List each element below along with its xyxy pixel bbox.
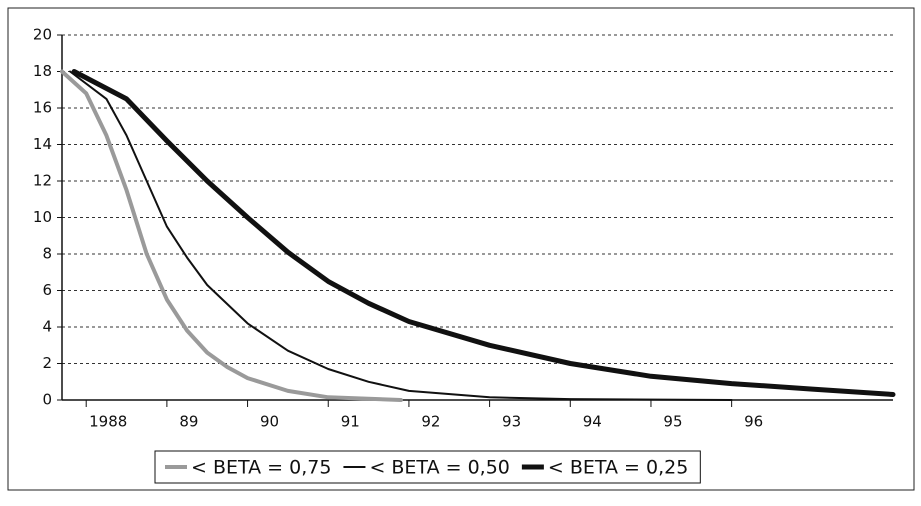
y-tick-label: 8 [42, 245, 52, 263]
legend: < BETA = 0,75 < BETA = 0,50 < BETA = 0,25 [154, 450, 701, 484]
x-tick-label: 1988 [89, 413, 127, 431]
y-tick-label: 2 [42, 354, 52, 372]
legend-label: < BETA = 0,75 [191, 457, 331, 479]
legend-box [154, 450, 701, 484]
chart-border [7, 7, 915, 491]
x-tick-label: 92 [421, 413, 440, 431]
legend-label: < BETA = 0,50 [369, 457, 509, 479]
x-tick-label: 89 [179, 413, 198, 431]
y-tick-label: 6 [42, 281, 52, 299]
y-tick-label: 18 [33, 62, 52, 80]
x-tick-label: 94 [583, 413, 602, 431]
x-tick-label: 91 [341, 413, 360, 431]
y-tick-label: 10 [33, 208, 52, 226]
y-tick-label: 12 [33, 172, 52, 190]
x-tick-label: 93 [502, 413, 521, 431]
y-tick-label: 14 [33, 135, 52, 153]
y-tick-label: 0 [42, 391, 52, 409]
series-line [71, 69, 896, 397]
x-tick-label: 95 [663, 413, 682, 431]
y-tick-label: 16 [33, 99, 52, 117]
x-tick-label: 96 [744, 413, 763, 431]
series-line [69, 70, 733, 401]
series-line [60, 69, 403, 402]
x-tick-label: 90 [260, 413, 279, 431]
legend-label: < BETA = 0,25 [548, 457, 688, 479]
y-tick-label: 4 [42, 318, 52, 336]
y-tick-label: 20 [33, 26, 52, 44]
